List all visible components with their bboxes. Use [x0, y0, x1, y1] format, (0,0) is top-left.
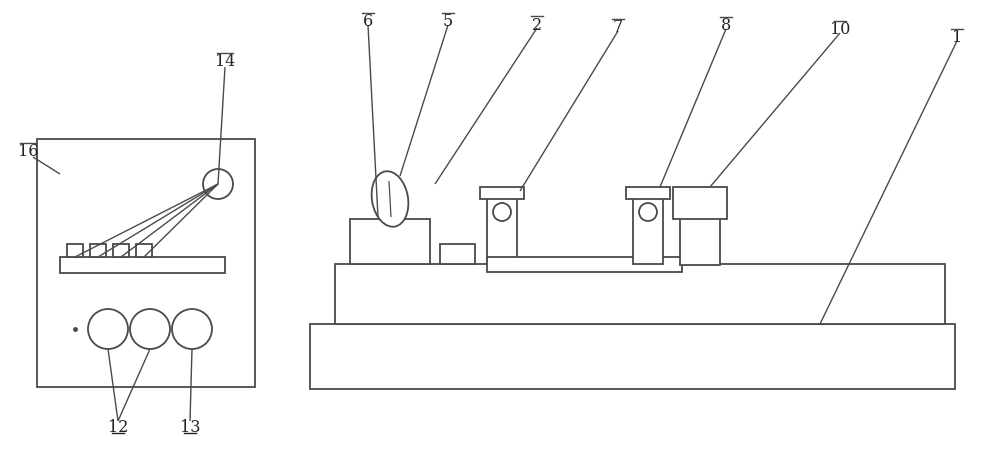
Text: 10: 10	[830, 21, 850, 38]
Text: 1: 1	[952, 30, 962, 46]
Bar	[350, 219, 430, 264]
Bar	[113, 244, 129, 257]
Text: 8: 8	[721, 18, 731, 34]
Bar	[440, 244, 475, 264]
Text: 7: 7	[613, 19, 623, 37]
Bar	[60, 257, 225, 274]
Circle shape	[203, 169, 233, 200]
Text: 14: 14	[215, 53, 235, 70]
Bar	[90, 244, 106, 257]
Circle shape	[639, 204, 657, 221]
Bar	[680, 218, 720, 265]
Circle shape	[172, 309, 212, 349]
Bar	[67, 244, 83, 257]
Bar	[136, 244, 152, 257]
Circle shape	[493, 204, 511, 221]
Bar	[487, 257, 682, 272]
Bar	[633, 194, 663, 264]
Text: 12: 12	[108, 419, 128, 436]
Bar	[480, 188, 524, 200]
Bar	[673, 188, 727, 219]
Text: 6: 6	[363, 13, 373, 31]
Bar	[310, 324, 955, 389]
Text: 16: 16	[18, 143, 38, 160]
Ellipse shape	[372, 172, 408, 227]
Text: 5: 5	[443, 13, 453, 31]
Bar	[37, 140, 255, 387]
Bar	[335, 264, 945, 324]
Text: 2: 2	[532, 17, 542, 33]
Bar	[487, 194, 517, 264]
Bar	[626, 188, 670, 200]
Text: 13: 13	[180, 419, 200, 436]
Circle shape	[130, 309, 170, 349]
Circle shape	[88, 309, 128, 349]
